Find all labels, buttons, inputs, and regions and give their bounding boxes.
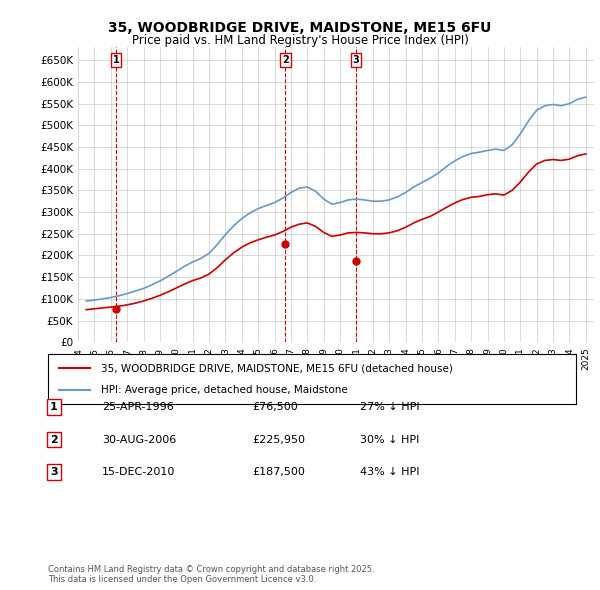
Text: 35, WOODBRIDGE DRIVE, MAIDSTONE, ME15 6FU (detached house): 35, WOODBRIDGE DRIVE, MAIDSTONE, ME15 6F… [101, 363, 452, 373]
Text: 15-DEC-2010: 15-DEC-2010 [102, 467, 175, 477]
Text: £187,500: £187,500 [252, 467, 305, 477]
Text: 35, WOODBRIDGE DRIVE, MAIDSTONE, ME15 6FU: 35, WOODBRIDGE DRIVE, MAIDSTONE, ME15 6F… [109, 21, 491, 35]
Text: HPI: Average price, detached house, Maidstone: HPI: Average price, detached house, Maid… [101, 385, 347, 395]
Text: 43% ↓ HPI: 43% ↓ HPI [360, 467, 419, 477]
Text: 30% ↓ HPI: 30% ↓ HPI [360, 435, 419, 444]
Text: 27% ↓ HPI: 27% ↓ HPI [360, 402, 419, 412]
Text: 3: 3 [50, 467, 58, 477]
Text: Price paid vs. HM Land Registry's House Price Index (HPI): Price paid vs. HM Land Registry's House … [131, 34, 469, 47]
Text: 1: 1 [50, 402, 58, 412]
Text: 2: 2 [50, 435, 58, 444]
Text: Contains HM Land Registry data © Crown copyright and database right 2025.
This d: Contains HM Land Registry data © Crown c… [48, 565, 374, 584]
Text: 2: 2 [282, 55, 289, 64]
Text: 1: 1 [113, 55, 119, 64]
Text: 3: 3 [352, 55, 359, 64]
Text: 25-APR-1996: 25-APR-1996 [102, 402, 174, 412]
Text: £76,500: £76,500 [252, 402, 298, 412]
Text: £225,950: £225,950 [252, 435, 305, 444]
Text: 30-AUG-2006: 30-AUG-2006 [102, 435, 176, 444]
